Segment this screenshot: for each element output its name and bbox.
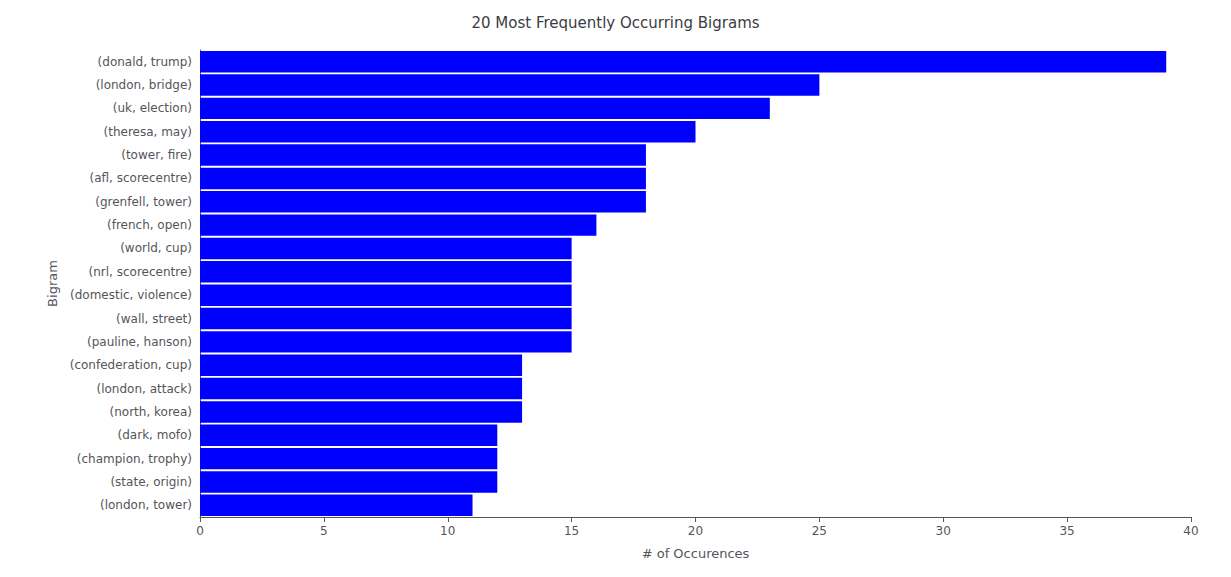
svg-text:(pauline, hanson): (pauline, hanson) [87, 335, 192, 349]
svg-text:(uk, election): (uk, election) [113, 101, 192, 115]
svg-text:(nrl, scorecentre): (nrl, scorecentre) [89, 265, 192, 279]
svg-text:# of Occurences: # of Occurences [642, 546, 750, 561]
svg-text:0: 0 [196, 524, 204, 538]
svg-text:(tower, fire): (tower, fire) [121, 148, 192, 162]
svg-text:30: 30 [936, 524, 951, 538]
svg-text:20: 20 [688, 524, 703, 538]
svg-text:(wall, street): (wall, street) [116, 312, 192, 326]
svg-text:(north, korea): (north, korea) [110, 405, 192, 419]
svg-text:(grenfell, tower): (grenfell, tower) [95, 195, 192, 209]
svg-text:(french, open): (french, open) [107, 218, 192, 232]
svg-text:5: 5 [320, 524, 328, 538]
svg-text:(domestic, violence): (domestic, violence) [70, 288, 192, 302]
svg-text:15: 15 [564, 524, 579, 538]
svg-text:(champion, trophy): (champion, trophy) [77, 452, 192, 466]
svg-text:(london, tower): (london, tower) [100, 498, 192, 512]
svg-text:(london, attack): (london, attack) [96, 382, 192, 396]
svg-text:(afl, scorecentre): (afl, scorecentre) [90, 171, 193, 185]
svg-text:Bigram: Bigram [45, 260, 60, 307]
svg-text:(london, bridge): (london, bridge) [96, 78, 192, 92]
svg-text:25: 25 [812, 524, 827, 538]
svg-text:(confederation, cup): (confederation, cup) [70, 358, 192, 372]
svg-text:(world, cup): (world, cup) [120, 241, 192, 255]
svg-text:(donald, trump): (donald, trump) [98, 55, 192, 69]
svg-text:40: 40 [1183, 524, 1198, 538]
svg-text:(dark, mofo): (dark, mofo) [118, 428, 192, 442]
svg-text:(theresa, may): (theresa, may) [104, 125, 193, 139]
svg-text:20 Most Frequently Occurring B: 20 Most Frequently Occurring Bigrams [471, 14, 759, 32]
svg-text:10: 10 [440, 524, 455, 538]
svg-text:35: 35 [1059, 524, 1074, 538]
svg-text:(state, origin): (state, origin) [110, 475, 192, 489]
